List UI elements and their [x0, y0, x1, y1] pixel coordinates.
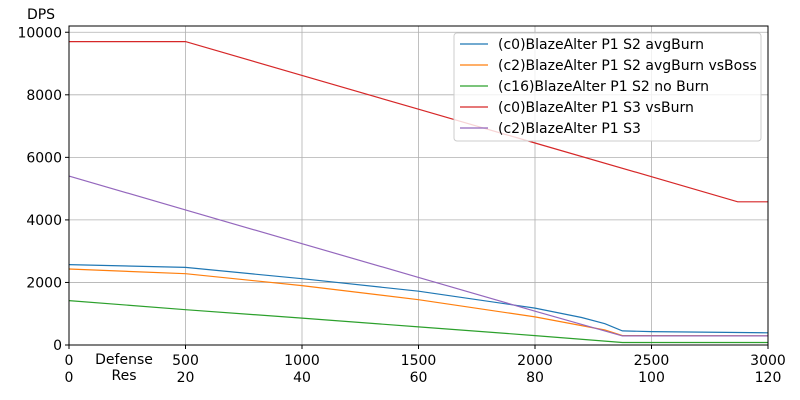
x-axis-label-line2: Res — [111, 368, 136, 384]
series-line-2 — [68, 300, 768, 344]
y-axis-label: DPS — [27, 7, 55, 23]
y-tick-label: 2000 — [26, 275, 62, 291]
series-line-0 — [68, 264, 769, 334]
x-tick-sublabel: 0 — [65, 370, 74, 386]
x-tick-label: 2000 — [517, 353, 553, 369]
legend-label-1: (c2)BlazeAlter P1 S2 avgBurn vsBoss — [498, 58, 757, 74]
x-tick-sublabel: 100 — [638, 370, 665, 386]
x-tick-label: 0 — [65, 353, 74, 369]
y-tick-label: 6000 — [26, 150, 62, 166]
legend-label-4: (c2)BlazeAlter P1 S3 — [498, 121, 641, 137]
legend-label-0: (c0)BlazeAlter P1 S2 avgBurn — [498, 37, 704, 53]
y-tick-label: 0 — [53, 338, 62, 354]
legend-box — [453, 32, 762, 142]
x-tick-label: 1500 — [401, 353, 437, 369]
x-tick-sublabel: 20 — [177, 370, 195, 386]
y-tick-label: 8000 — [26, 88, 62, 104]
series-line-4 — [68, 175, 768, 337]
y-tick-label: 4000 — [26, 213, 62, 229]
legend-label-2: (c16)BlazeAlter P1 S2 no Burn — [498, 79, 709, 95]
y-axis: 0 2000 4000 6000 8000 10000 — [17, 25, 69, 354]
y-tick-label: 10000 — [17, 25, 62, 41]
x-tick-sublabel: 60 — [410, 370, 428, 386]
legend: (c0)BlazeAlter P1 S2 avgBurn (c2)BlazeAlt… — [453, 32, 762, 142]
x-tick-label: 1000 — [284, 353, 320, 369]
x-tick-label: 3000 — [750, 353, 786, 369]
x-tick-sublabel: 120 — [755, 370, 782, 386]
x-tick-label: 500 — [172, 353, 199, 369]
x-tick-sublabel: 40 — [293, 370, 311, 386]
legend-label-3: (c0)BlazeAlter P1 S3 vsBurn — [498, 100, 694, 116]
x-tick-sublabel: 80 — [526, 370, 544, 386]
x-axis-label-line1: Defense — [95, 352, 153, 368]
x-tick-label: 2500 — [634, 353, 670, 369]
